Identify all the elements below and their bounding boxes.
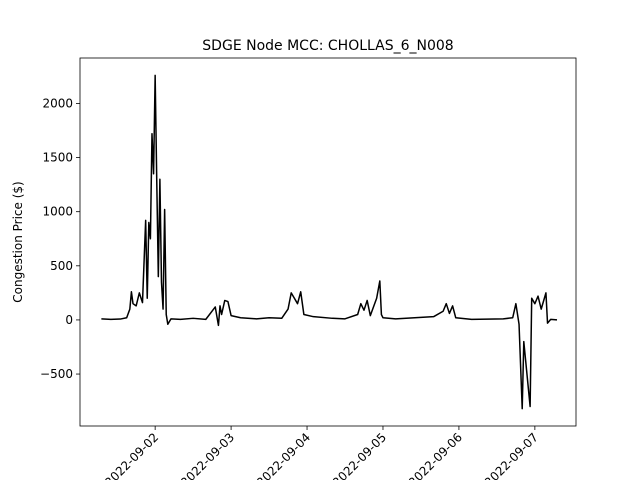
y-tick-label: 2000 bbox=[42, 96, 73, 110]
plot-frame bbox=[79, 57, 577, 427]
chart-title: SDGE Node MCC: CHOLLAS_6_N008 bbox=[202, 38, 453, 54]
y-tick-label: −500 bbox=[40, 367, 73, 381]
y-tick-label: 1500 bbox=[42, 151, 73, 165]
y-tick-label: 500 bbox=[50, 259, 73, 273]
y-axis-label: Congestion Price ($) bbox=[11, 181, 25, 302]
y-tick-label: 0 bbox=[65, 313, 73, 327]
y-tick-label: 1000 bbox=[42, 205, 73, 219]
line bbox=[101, 74, 558, 410]
